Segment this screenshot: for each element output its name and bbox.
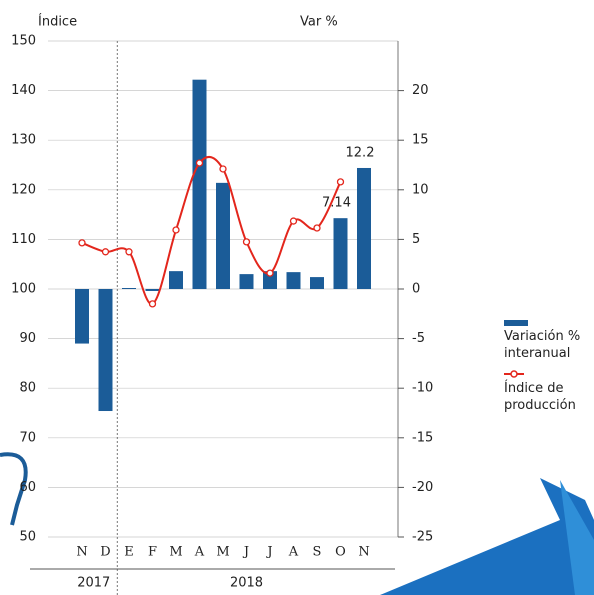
y2-axis-title: Var % [300,15,338,30]
point [126,249,132,255]
x-tick-label: J [265,545,272,560]
point [197,160,203,166]
x-tick-label: E [124,545,134,560]
data-label: 7.14 [322,196,351,211]
y-tick-label: 50 [19,530,36,545]
y-tick-label: 140 [11,83,36,98]
y2-tick-label: 5 [412,232,420,247]
y2-tick-label: -25 [412,530,433,545]
point [291,218,297,224]
x-tick-label: M [216,545,229,560]
bar [193,80,207,289]
x-tick-label: A [288,545,299,560]
y-tick-label: 150 [11,34,36,49]
y2-tick-label: 10 [412,182,429,197]
bar [146,289,160,291]
bar [216,183,230,289]
y-tick-label: 70 [19,430,36,445]
x-tick-label: S [313,545,322,560]
x-tick-label: F [148,545,157,560]
bar [169,271,183,289]
y-tick-label: 60 [19,480,36,495]
y2-tick-label: -5 [412,331,425,346]
point [150,301,156,307]
chart: Índice Var % 506070809010011012013014015… [0,0,594,595]
data-label: 12.2 [346,145,375,160]
year-label: 2018 [230,576,263,591]
bar [75,289,89,344]
legend-label: Índice de producción [504,381,576,413]
y2-tick-label: 15 [412,133,429,148]
point [173,227,179,233]
x-tick-label: D [100,545,110,560]
point [267,270,273,276]
point [244,239,250,245]
x-tick-label: M [169,545,182,560]
y-tick-label: 110 [11,232,36,247]
bar [287,272,301,289]
x-tick-label: N [76,545,87,560]
bar [357,168,371,289]
y-tick-label: 90 [19,331,36,346]
legend-swatch [504,318,530,328]
legend-label: Variación % interanual [504,329,580,361]
decoration [0,454,594,595]
y-tick-label: 80 [19,381,36,396]
point [79,240,85,246]
bar [310,277,324,289]
legend-item: Variación % interanual [504,318,594,362]
x-tick-label: J [242,545,249,560]
y-axis-title: Índice [38,14,77,30]
bar [122,288,136,289]
y-tick-label: 120 [11,182,36,197]
year-label: 2017 [77,576,110,591]
legend-item: Índice de producción [504,368,594,414]
x-tick-label: O [335,545,346,560]
point [220,166,226,172]
page: Índice Var % 506070809010011012013014015… [0,0,594,595]
point [338,179,344,185]
y2-tick-label: -15 [412,430,433,445]
point [314,225,320,231]
legend: Variación % interanual Índice de producc… [504,318,594,420]
bar [99,289,113,411]
y-tick-label: 100 [11,282,36,297]
y-tick-label: 130 [11,133,36,148]
y2-tick-label: 20 [412,83,429,98]
x-tick-label: A [194,545,205,560]
line [82,157,341,304]
legend-swatch [504,368,530,380]
y2-tick-label: -20 [412,480,433,495]
y2-tick-label: 0 [412,282,420,297]
point [103,249,109,255]
bar [334,218,348,289]
y2-tick-label: -10 [412,381,433,396]
x-tick-label: N [358,545,369,560]
bar [240,274,254,289]
